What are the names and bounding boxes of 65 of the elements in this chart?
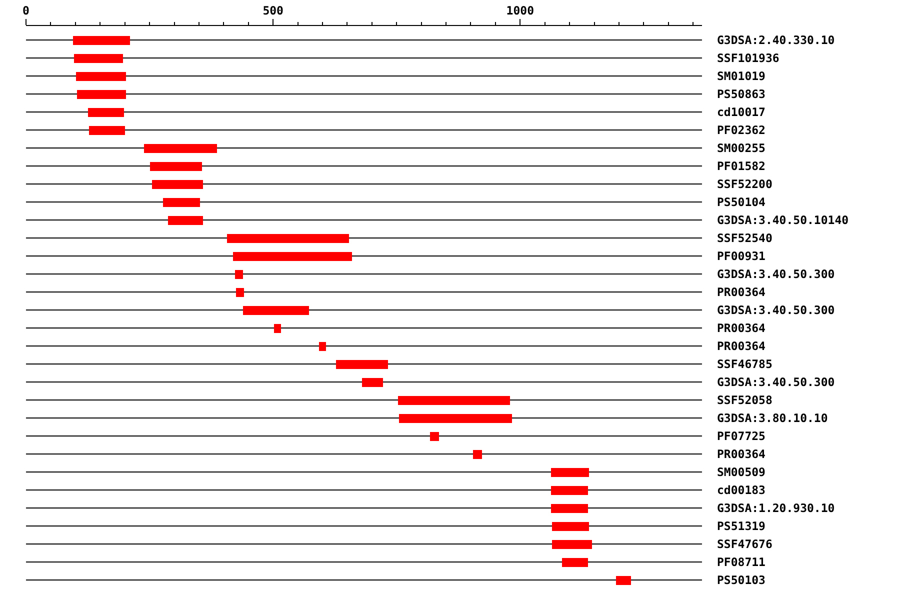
bar (616, 576, 631, 585)
bar (562, 558, 588, 567)
bar (233, 252, 352, 261)
y-tick-label: cd00183 (717, 483, 766, 498)
bar (551, 468, 589, 477)
bar (552, 540, 592, 549)
y-tick-label: PS50103 (717, 573, 766, 588)
bar (274, 324, 281, 333)
y-tick-label: PS51319 (717, 519, 766, 534)
bar (88, 108, 124, 117)
y-tick-label: SSF47676 (717, 537, 772, 552)
y-tick-label: G3DSA:3.40.50.300 (717, 267, 835, 282)
y-tick-label: PR00364 (717, 321, 766, 336)
bar (144, 144, 217, 153)
y-tick-label: G3DSA:2.40.330.10 (717, 33, 835, 48)
bar (76, 72, 126, 81)
y-tick-label: PR00364 (717, 447, 766, 462)
x-tick-label: 0 (22, 3, 30, 18)
y-tick-label: PF02362 (717, 123, 766, 138)
y-tick-label: SSF101936 (717, 51, 780, 66)
y-tick-label: PF01582 (717, 159, 766, 174)
y-tick-label: G3DSA:3.40.50.10140 (717, 213, 849, 228)
y-tick-label: SSF52200 (717, 177, 772, 192)
bar (150, 162, 202, 171)
bar (551, 486, 588, 495)
bar (74, 54, 123, 63)
y-tick-label: PS50863 (717, 87, 766, 102)
bar (73, 36, 130, 45)
bar (430, 432, 439, 441)
bar (552, 522, 589, 531)
y-tick-label: SM01019 (717, 69, 766, 84)
bar (152, 180, 203, 189)
y-tick-label: G3DSA:3.40.50.300 (717, 375, 835, 390)
y-tick-label: SM00509 (717, 465, 766, 480)
y-tick-label: G3DSA:3.40.50.300 (717, 303, 835, 318)
bar (243, 306, 309, 315)
y-tick-label: SSF52058 (717, 393, 772, 408)
bar (398, 396, 510, 405)
bar (399, 414, 512, 423)
bar (163, 198, 200, 207)
y-tick-label: cd10017 (717, 105, 766, 120)
x-tick-label: 1000 (506, 3, 534, 18)
bar (473, 450, 482, 459)
x-tick-label: 500 (262, 3, 284, 18)
bar (362, 378, 383, 387)
y-tick-label: G3DSA:3.80.10.10 (717, 411, 828, 426)
bar (551, 504, 588, 513)
y-tick-label: PS50104 (717, 195, 766, 210)
bar (77, 90, 126, 99)
bar (168, 216, 203, 225)
bar (89, 126, 125, 135)
y-tick-label: G3DSA:1.20.930.10 (717, 501, 835, 516)
y-tick-label: PR00364 (717, 285, 766, 300)
y-tick-label: PR00364 (717, 339, 766, 354)
y-tick-label: SSF46785 (717, 357, 772, 372)
y-tick-label: PF08711 (717, 555, 766, 570)
y-tick-label: SSF52540 (717, 231, 772, 246)
bar (319, 342, 326, 351)
bar (236, 288, 244, 297)
y-tick-label: SM00255 (717, 141, 766, 156)
y-tick-label: PF00931 (717, 249, 766, 264)
bar (227, 234, 349, 243)
bar (235, 270, 243, 279)
bar (336, 360, 388, 369)
y-tick-label: PF07725 (717, 429, 766, 444)
